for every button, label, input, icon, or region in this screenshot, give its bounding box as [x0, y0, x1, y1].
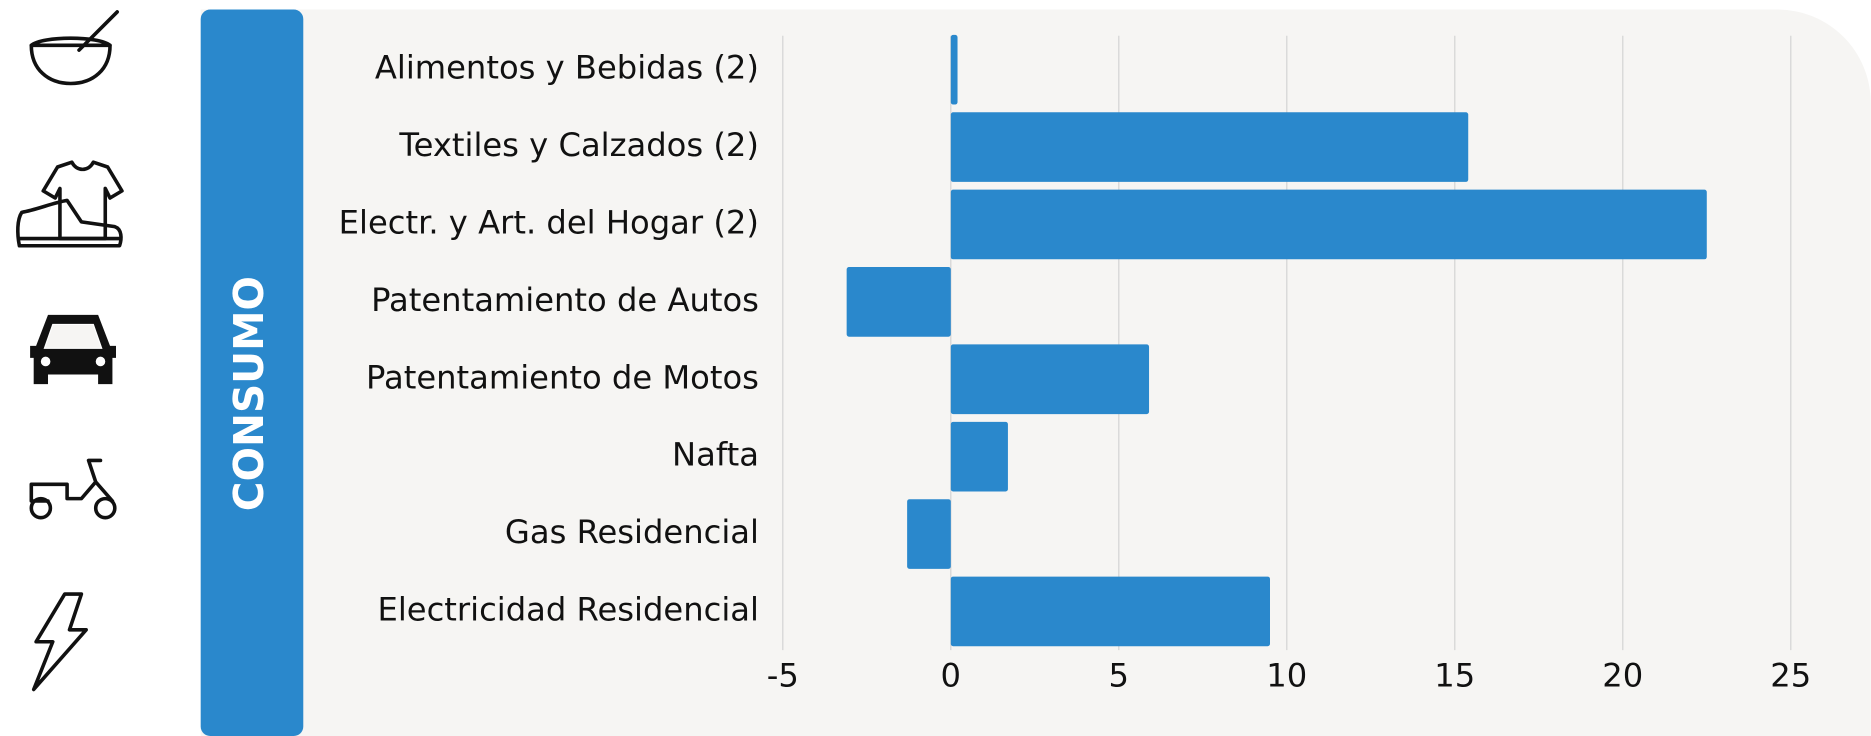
x-tick-label: 15 — [1434, 657, 1475, 695]
x-tick-label: 25 — [1770, 657, 1811, 695]
car-window — [43, 323, 103, 349]
category-label: Nafta — [672, 436, 759, 474]
bar — [907, 499, 951, 569]
section-label: CONSUMO — [225, 276, 273, 511]
scooter-wheel — [29, 496, 53, 520]
scooter-icon — [29, 458, 115, 503]
x-tick-label: 0 — [941, 657, 961, 695]
bar — [950, 576, 1271, 647]
category-label: Electr. y Art. del Hogar (2) — [339, 203, 759, 241]
category-label: Alimentos y Bebidas (2) — [375, 49, 759, 87]
x-tick-label: 5 — [1109, 657, 1129, 695]
scooter-wheel — [93, 496, 117, 520]
x-tick-label: 10 — [1266, 657, 1307, 695]
bar — [950, 344, 1150, 415]
category-label: Patentamiento de Motos — [366, 358, 759, 396]
bar — [950, 34, 958, 105]
bolt-icon — [31, 592, 88, 692]
shoe-icon — [16, 198, 123, 248]
x-tick-label: -5 — [767, 657, 799, 695]
category-label: Electricidad Residencial — [378, 590, 759, 628]
car-light — [40, 356, 51, 367]
bar — [950, 421, 1008, 492]
category-label: Patentamiento de Autos — [371, 281, 759, 319]
spoon-icon — [77, 10, 119, 52]
category-label: Gas Residencial — [505, 513, 759, 551]
bowl-icon — [29, 36, 112, 86]
category-label: Textiles y Calzados (2) — [398, 126, 759, 164]
side-band — [200, 9, 304, 736]
bar — [846, 267, 951, 337]
bar — [950, 189, 1707, 260]
icons — [16, 10, 124, 692]
bar — [950, 112, 1469, 182]
car-light — [95, 356, 106, 367]
shirt-icon — [41, 160, 124, 241]
x-tick-label: 20 — [1602, 657, 1643, 695]
